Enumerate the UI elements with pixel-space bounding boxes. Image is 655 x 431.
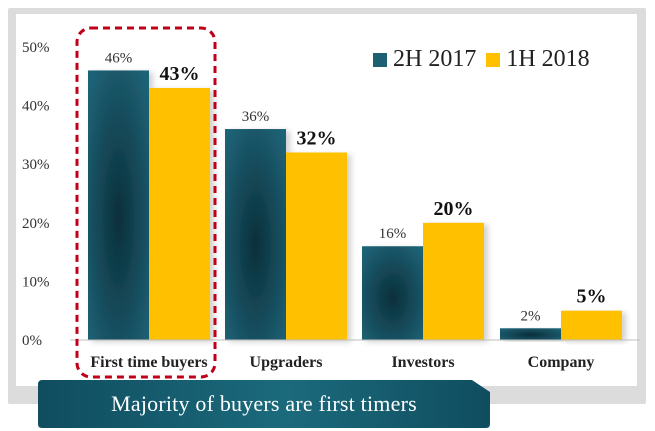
x-category-label: Company <box>528 354 595 371</box>
legend-swatch-2h-2017 <box>373 52 387 67</box>
data-labels: 46% 43% 36% 32% 16% 20% 2% 5% <box>105 50 607 324</box>
legend-label-1h-2018: 1H 2018 <box>506 46 590 72</box>
y-tick-label: 0% <box>22 333 42 349</box>
highlight-box <box>75 26 217 379</box>
legend-item-1h-2018: 1H 2018 <box>486 46 590 73</box>
bar-1h-2018 <box>286 152 347 340</box>
x-category-label: Investors <box>391 354 454 371</box>
x-category-label: First time buyers <box>90 354 207 371</box>
data-label: 46% <box>105 50 133 66</box>
y-tick-label: 30% <box>22 157 50 173</box>
data-label: 32% <box>297 127 337 149</box>
caption-text: Majority of buyers are first timers <box>111 391 417 416</box>
bar-1h-2018 <box>423 222 484 340</box>
data-label: 2% <box>521 308 541 324</box>
data-label: 5% <box>577 286 607 308</box>
legend-item-2h-2017: 2H 2017 <box>373 46 476 73</box>
bars <box>88 70 622 341</box>
legend-swatch-1h-2018 <box>486 52 501 67</box>
x-category-label: Upgraders <box>250 354 323 371</box>
data-label: 20% <box>434 198 474 220</box>
y-tick-label: 10% <box>22 274 50 290</box>
data-label: 16% <box>379 226 407 242</box>
legend-label-2h-2017: 2H 2017 <box>393 46 477 72</box>
data-label: 43% <box>160 63 200 85</box>
bar-2h-2017 <box>500 328 561 340</box>
y-tick-label: 40% <box>22 99 50 115</box>
bar-2h-2017 <box>362 246 423 340</box>
category-labels: First time buyers Upgraders Investors Compa… <box>90 354 594 371</box>
data-label: 36% <box>242 109 270 125</box>
bar-1h-2018 <box>561 310 622 340</box>
y-axis-ticks: 0% 10% 20% 30% 40% 50% <box>22 40 50 349</box>
y-tick-label: 20% <box>22 216 50 232</box>
caption-banner: Majority of buyers are first timers <box>38 380 490 428</box>
bar-2h-2017 <box>225 129 286 340</box>
legend: 2H 2017 1H 2018 <box>373 46 590 73</box>
bar-1h-2018 <box>149 88 210 341</box>
y-tick-label: 50% <box>22 40 50 56</box>
bar-2h-2017 <box>88 70 149 340</box>
